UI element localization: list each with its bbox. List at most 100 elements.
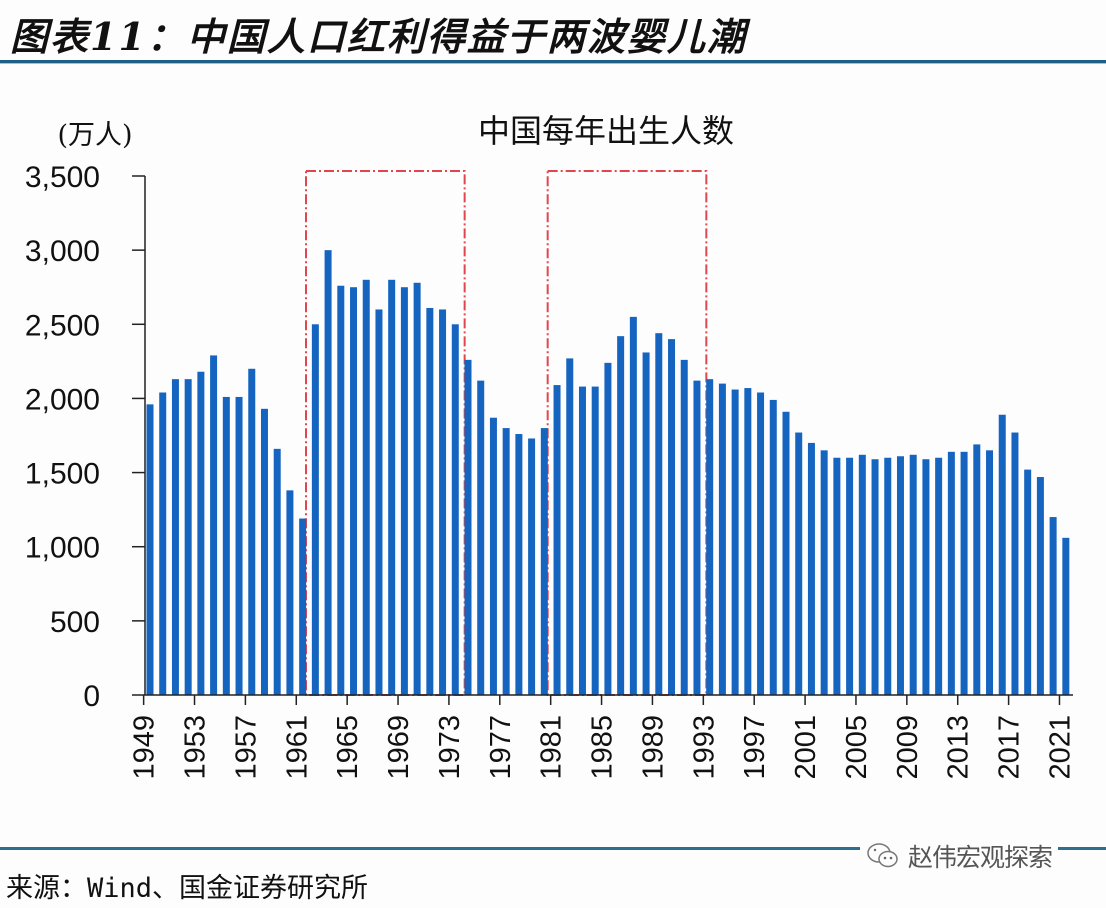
- bar-1962: [311, 324, 319, 695]
- bar-1976: [489, 417, 497, 695]
- bar-2007: [884, 457, 892, 695]
- bar-1954: [210, 355, 218, 695]
- bar-2002: [820, 450, 828, 695]
- bar-1980: [540, 428, 548, 695]
- bar-1960: [286, 490, 294, 695]
- bar-1949: [146, 404, 154, 695]
- bar-2006: [871, 459, 879, 695]
- x-tick-label: 2013: [943, 715, 975, 780]
- x-tick-label: 1969: [383, 715, 415, 780]
- bar-1958: [260, 408, 268, 695]
- bar-2005: [858, 454, 866, 695]
- bar-2016: [998, 414, 1006, 695]
- bar-2009: [909, 454, 917, 695]
- bar-1986: [617, 336, 625, 695]
- chart-title: 中国每年出生人数: [478, 112, 734, 150]
- x-tick-label: 1981: [536, 715, 568, 780]
- bar-2004: [846, 457, 854, 695]
- bar-1971: [426, 307, 434, 695]
- bar-1963: [324, 250, 332, 695]
- source-note: 来源：Wind、国金证券研究所: [6, 873, 369, 904]
- bar-1996: [744, 388, 752, 695]
- x-tick-label: 1965: [332, 715, 364, 780]
- bar-1977: [502, 428, 510, 695]
- x-tick-label: 2009: [892, 715, 924, 780]
- bars: [146, 250, 1070, 695]
- bottom-rule: [0, 847, 1106, 850]
- bar-2003: [833, 457, 841, 695]
- top-rule: [0, 60, 1106, 63]
- bar-2013: [960, 451, 968, 695]
- x-tick-label: 1973: [434, 715, 466, 780]
- bar-1951: [171, 379, 179, 695]
- y-tick-label: 0: [83, 680, 100, 713]
- bar-1973: [451, 324, 459, 695]
- bar-2017: [1011, 432, 1019, 695]
- bar-2020: [1049, 517, 1057, 695]
- bar-1995: [731, 389, 739, 695]
- bar-1988: [642, 352, 650, 695]
- watermark-text: 赵伟宏观探索: [908, 843, 1053, 872]
- bar-2008: [896, 456, 904, 695]
- bar-1970: [413, 282, 421, 695]
- bar-2019: [1036, 477, 1044, 695]
- x-tick-label: 1997: [739, 715, 771, 780]
- x-tick-label: 1953: [180, 715, 212, 780]
- bar-2014: [973, 444, 981, 695]
- bar-2011: [935, 457, 943, 695]
- bar-1957: [248, 368, 256, 695]
- y-tick-label: 1,500: [25, 458, 100, 491]
- y-tick-label: 3,500: [25, 161, 100, 194]
- bar-1985: [604, 362, 612, 695]
- bar-1956: [235, 396, 243, 695]
- x-tick-label: 1961: [281, 715, 313, 780]
- bar-1994: [718, 383, 726, 695]
- bar-1969: [400, 287, 408, 695]
- bar-1999: [782, 411, 790, 695]
- bar-1991: [680, 359, 688, 695]
- bar-1966: [362, 279, 370, 695]
- y-tick-label: 3,000: [25, 235, 100, 268]
- bar-1981: [553, 385, 561, 695]
- y-axis: 0 500 1,000 1,500 2,000 2,500 3,000 3,500: [25, 161, 146, 713]
- bar-1975: [477, 380, 485, 695]
- bar-1974: [464, 359, 472, 695]
- bar-2018: [1024, 469, 1032, 695]
- bar-1964: [337, 285, 345, 695]
- x-tick-label: 1985: [587, 715, 619, 780]
- x-tick-label: 1993: [688, 715, 720, 780]
- bar-1950: [159, 392, 167, 695]
- bar-2021: [1062, 537, 1070, 695]
- top-rule-shadow: [0, 63, 1106, 64]
- y-tick-label: 2,500: [25, 309, 100, 342]
- bar-2000: [795, 432, 803, 695]
- bar-1992: [693, 380, 701, 695]
- wechat-icon: [867, 843, 898, 868]
- x-tick-label: 1989: [637, 715, 669, 780]
- y-tick-label: 500: [50, 606, 100, 639]
- x-tick-label: 1957: [230, 715, 262, 780]
- y-axis-label: (万人): [57, 120, 132, 151]
- bar-1993: [706, 379, 714, 695]
- bar-2015: [986, 450, 994, 695]
- x-tick-label: 1949: [129, 715, 161, 780]
- x-tick-label: 2021: [1044, 715, 1076, 780]
- bar-1979: [528, 438, 536, 695]
- bar-2012: [947, 451, 955, 695]
- figure-title: 图表11：中国人口红利得益于两波婴儿潮: [10, 14, 747, 59]
- bar-1983: [578, 386, 586, 695]
- bar-chart: 中国每年出生人数 (万人) 0 500 1,000 1,500 2,000 2,500 3,…: [25, 112, 1077, 780]
- y-tick-label: 2,000: [25, 383, 100, 416]
- bar-1972: [439, 309, 447, 695]
- watermark: 赵伟宏观探索: [860, 836, 1059, 876]
- bar-1984: [591, 386, 599, 695]
- bar-2001: [807, 442, 815, 695]
- bar-1967: [375, 309, 383, 695]
- bar-1953: [197, 371, 205, 695]
- x-tick-label: 2017: [994, 715, 1026, 780]
- bar-2010: [922, 459, 930, 695]
- bar-1990: [668, 339, 676, 695]
- bar-1965: [350, 287, 358, 695]
- bar-1961: [299, 518, 307, 695]
- bar-1998: [769, 399, 777, 695]
